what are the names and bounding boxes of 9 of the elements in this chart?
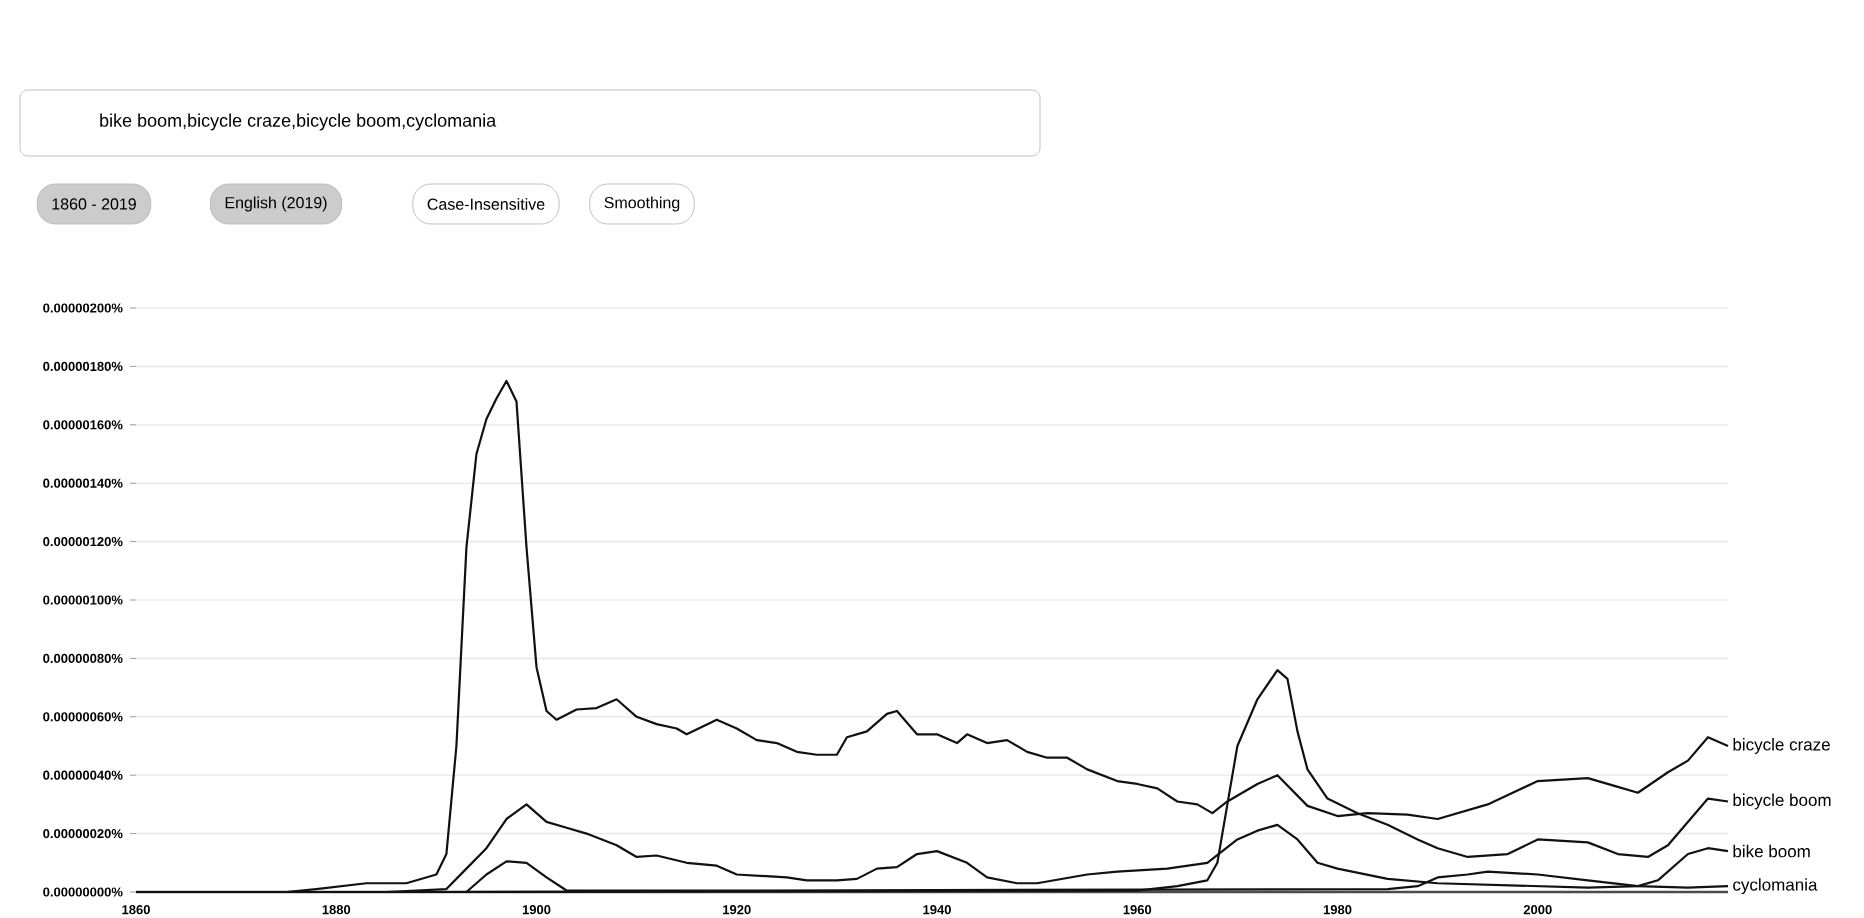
- text: Case-Insensitive: [427, 198, 545, 210]
- series-label: cyclomania: [1733, 878, 1818, 895]
- series-label: bike boom: [1733, 844, 1810, 858]
- series-label: bicycle boom: [1733, 793, 1831, 810]
- text: Smoothing: [604, 196, 680, 212]
- text: bike boom,bicycle craze,bicycle boom,cyclomania: [100, 113, 497, 131]
- text: 1860 - 2019: [52, 198, 136, 210]
- series-label: bicycle craze: [1733, 738, 1830, 754]
- text: English (2019): [225, 196, 327, 212]
